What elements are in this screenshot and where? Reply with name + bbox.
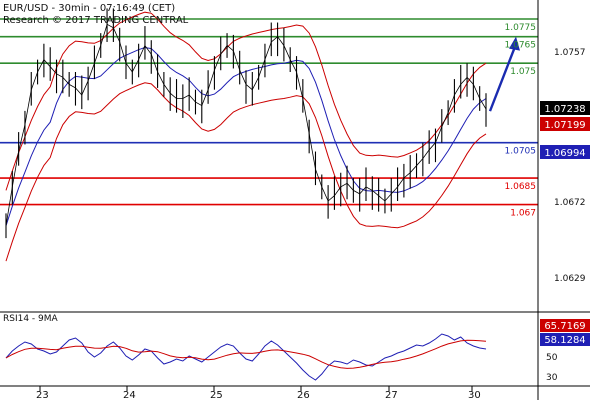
chart-title: EUR/USD - 30min - 07:16:49 (CET) [3,3,175,14]
level-label: 1.067 [510,209,536,219]
level-labels: 1.0775 1.0765 1.075 1.0705 1.0685 1.067 [505,23,537,219]
level-lines [0,18,538,206]
rsi-value-box [540,319,590,332]
y-tick-label: 1.0672 [554,198,586,208]
rsi-title: RSI14 - 9MA [3,314,59,324]
bollinger-bands [5,11,487,262]
x-tick-label: 30 [468,390,481,400]
level-label: 1.075 [510,67,536,77]
price-line [5,23,487,226]
x-tick-label: 24 [123,390,136,400]
lower-band [5,82,487,262]
arrow-shaft [488,46,517,112]
level-label: 1.0775 [505,23,537,33]
arrow-head [509,36,520,51]
upper-band [5,11,487,191]
x-tick-label: 25 [210,390,223,400]
x-tick-label: 23 [36,390,49,400]
price-series [5,8,487,239]
last-price-label: 1.07238 [544,104,585,115]
y-tick-label: 1.0629 [554,274,586,284]
rsi-ma-box [540,333,590,346]
upper-band-label: 1.07199 [544,120,585,131]
x-tick-label: 26 [297,390,310,400]
rsi-line [5,333,487,381]
x-tick-label: 27 [385,390,398,400]
ma-label: 1.06994 [544,148,585,159]
level-label: 1.0765 [505,41,537,51]
rsi-ma-line [5,339,487,369]
chart-copyright: Research © 2017 TRADING CENTRAL [3,15,189,26]
level-label: 1.0685 [505,182,537,192]
rsi-value-label: 65.7169 [544,321,585,332]
rsi-tick-label: 30 [546,373,558,383]
ma-label-box [540,145,590,159]
upper-band-label-box [540,117,590,131]
rsi-ma-label: 58.1284 [544,335,585,346]
forecast-arrow [488,36,520,112]
last-price-label-box [540,101,590,115]
rsi-tick-label: 50 [546,353,558,363]
y-tick-label: 1.0757 [554,48,586,58]
level-label: 1.0705 [505,147,537,157]
